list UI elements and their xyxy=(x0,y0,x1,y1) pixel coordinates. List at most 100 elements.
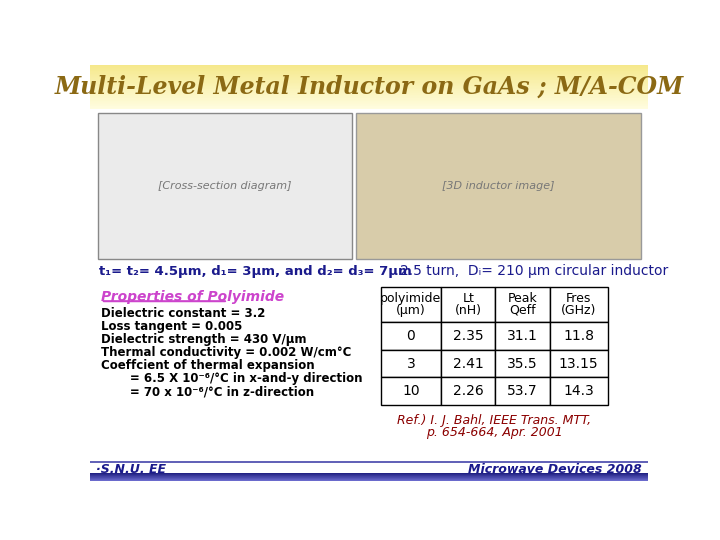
Text: = 6.5 X 10⁻⁶/°C in x-and-y direction: = 6.5 X 10⁻⁶/°C in x-and-y direction xyxy=(101,372,362,385)
Text: 13.15: 13.15 xyxy=(559,356,598,370)
Bar xyxy=(90,85,648,86)
Text: Qeff: Qeff xyxy=(509,304,536,317)
Text: 2.35: 2.35 xyxy=(453,329,484,343)
Bar xyxy=(90,87,648,89)
Bar xyxy=(356,112,641,259)
Text: Dielectric strength = 430 V/μm: Dielectric strength = 430 V/μm xyxy=(101,333,306,346)
Text: (μm): (μm) xyxy=(396,304,426,317)
Text: 2.5 turn,  Dᵢ= 210 μm circular inductor: 2.5 turn, Dᵢ= 210 μm circular inductor xyxy=(400,264,668,278)
Text: Coeffcient of thermal expansion: Coeffcient of thermal expansion xyxy=(101,359,315,372)
Bar xyxy=(441,287,495,322)
Text: 10: 10 xyxy=(402,384,420,399)
Bar xyxy=(90,71,648,72)
Text: 31.1: 31.1 xyxy=(507,329,538,343)
Bar xyxy=(495,350,549,377)
Bar xyxy=(90,85,648,86)
Text: Peak: Peak xyxy=(508,292,537,306)
Text: 3: 3 xyxy=(407,356,415,370)
Bar xyxy=(90,72,648,74)
Bar xyxy=(90,76,648,77)
Bar xyxy=(381,287,441,322)
Bar xyxy=(549,287,608,322)
Bar xyxy=(90,66,648,67)
Bar xyxy=(90,97,648,98)
Bar xyxy=(90,73,648,75)
Bar xyxy=(98,112,352,259)
Bar xyxy=(90,97,648,98)
Text: 2.26: 2.26 xyxy=(453,384,484,399)
Text: 2.41: 2.41 xyxy=(453,356,484,370)
Bar xyxy=(90,75,648,76)
Bar xyxy=(90,105,648,106)
Bar xyxy=(90,100,648,102)
Bar xyxy=(549,350,608,377)
Bar xyxy=(90,89,648,90)
Bar xyxy=(90,105,648,106)
Bar xyxy=(495,287,549,322)
Bar xyxy=(90,88,648,89)
Bar xyxy=(90,103,648,104)
Text: Fres: Fres xyxy=(566,292,591,306)
Text: (nH): (nH) xyxy=(455,304,482,317)
Bar xyxy=(381,377,441,405)
Bar xyxy=(90,82,648,83)
Bar xyxy=(90,64,648,65)
Bar xyxy=(90,70,648,71)
Bar xyxy=(495,322,549,350)
Bar xyxy=(381,322,441,350)
Bar xyxy=(381,350,441,377)
Bar xyxy=(90,78,648,79)
Bar xyxy=(90,72,648,73)
Text: p. 654-664, Apr. 2001: p. 654-664, Apr. 2001 xyxy=(426,426,562,439)
Bar xyxy=(441,322,495,350)
Text: t₁= t₂= 4.5μm, d₁= 3μm, and d₂= d₃= 7μm: t₁= t₂= 4.5μm, d₁= 3μm, and d₂= d₃= 7μm xyxy=(99,265,412,278)
Text: Lt: Lt xyxy=(462,292,474,306)
Bar xyxy=(90,103,648,104)
Bar xyxy=(549,322,608,350)
Text: 14.3: 14.3 xyxy=(563,384,594,399)
Text: Multi-Level Metal Inductor on GaAs ; M/A-COM: Multi-Level Metal Inductor on GaAs ; M/A… xyxy=(55,75,683,99)
Bar xyxy=(90,92,648,93)
Bar xyxy=(90,91,648,92)
Text: [Cross-section diagram]: [Cross-section diagram] xyxy=(158,181,292,191)
Bar xyxy=(90,86,648,87)
Bar xyxy=(90,80,648,81)
Bar xyxy=(90,99,648,100)
Bar xyxy=(90,68,648,69)
Text: 11.8: 11.8 xyxy=(563,329,594,343)
Bar xyxy=(90,98,648,99)
Text: Microwave Devices 2008: Microwave Devices 2008 xyxy=(468,463,642,476)
Bar xyxy=(90,82,648,83)
Bar xyxy=(90,78,648,80)
Bar xyxy=(90,65,648,66)
Bar xyxy=(90,66,648,68)
Text: polyimide: polyimide xyxy=(380,292,441,306)
Text: 35.5: 35.5 xyxy=(507,356,538,370)
Text: 0: 0 xyxy=(407,329,415,343)
Bar xyxy=(90,74,648,75)
Bar xyxy=(90,99,648,100)
Text: Thermal conductivity = 0.002 W/cm°C: Thermal conductivity = 0.002 W/cm°C xyxy=(101,346,351,359)
Text: Dielectric constant = 3.2: Dielectric constant = 3.2 xyxy=(101,307,265,320)
Bar xyxy=(90,93,648,94)
Bar xyxy=(90,104,648,105)
Bar xyxy=(90,91,648,92)
Bar xyxy=(90,76,648,77)
Bar xyxy=(90,79,648,80)
Text: = 70 x 10⁻⁶/°C in z-direction: = 70 x 10⁻⁶/°C in z-direction xyxy=(101,385,314,398)
Bar xyxy=(441,377,495,405)
Bar xyxy=(90,94,648,96)
Bar xyxy=(90,102,648,103)
Bar xyxy=(90,84,648,85)
Text: Properties of Polyimide: Properties of Polyimide xyxy=(101,289,284,303)
Text: 53.7: 53.7 xyxy=(507,384,538,399)
Bar xyxy=(90,95,648,96)
Text: Loss tangent = 0.005: Loss tangent = 0.005 xyxy=(101,320,242,333)
Bar xyxy=(90,107,648,109)
Bar xyxy=(90,83,648,84)
Text: (GHz): (GHz) xyxy=(561,304,596,317)
Bar xyxy=(90,93,648,94)
Bar xyxy=(90,68,648,69)
Bar xyxy=(90,109,648,110)
Text: ·S.N.U. EE: ·S.N.U. EE xyxy=(96,463,166,476)
